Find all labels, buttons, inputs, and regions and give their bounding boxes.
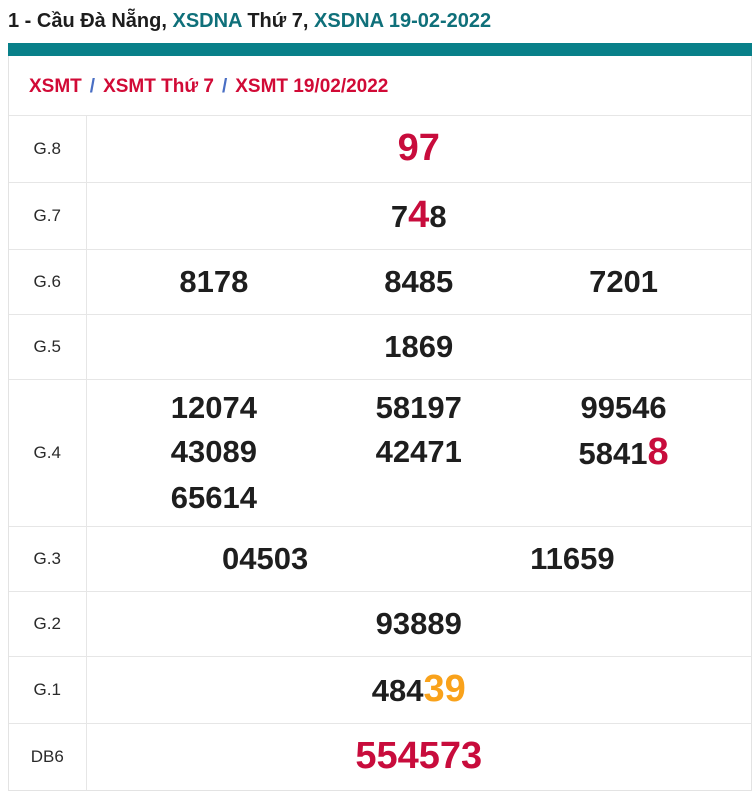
prize-label: G.1	[9, 656, 87, 724]
prize-number: 58197	[316, 386, 521, 430]
prize-label: DB6	[9, 723, 87, 790]
prize-values-grid: 12074 58197 99546 43089 42471 58418 65614	[112, 386, 727, 520]
prize-number: 8178	[112, 260, 317, 304]
prize-number-digits: 8178	[179, 264, 249, 299]
prize-number-highlight: 39	[423, 668, 466, 710]
prize-values: 48439	[86, 656, 751, 724]
prize-number: 1869	[112, 325, 727, 369]
prize-number: 12074	[112, 386, 317, 430]
prize-label: G.5	[9, 314, 87, 380]
prize-number-digits: 8485	[384, 264, 454, 299]
prize-number-digits: 43089	[170, 434, 258, 469]
prize-number-digits: 5841	[578, 436, 648, 471]
prize-values-grid: 93889	[112, 602, 727, 646]
breadcrumb-link-xsmt-thu7[interactable]: XSMT Thứ 7	[103, 76, 214, 97]
prize-number-highlight: 8	[647, 431, 669, 473]
table-row: G.1 48439	[9, 656, 751, 724]
prize-values: 12074 58197 99546 43089 42471 58418 65614	[86, 379, 751, 527]
breadcrumb-link-xsmt[interactable]: XSMT	[29, 76, 82, 97]
prize-label: G.4	[9, 379, 87, 527]
prize-number-digits: 04503	[222, 541, 309, 576]
prize-values: 93889	[86, 591, 751, 657]
prize-values: 97	[86, 115, 751, 183]
table-row: G.8 97	[9, 115, 751, 183]
prize-number-digits: 93889	[375, 606, 462, 641]
prize-values: 554573	[86, 723, 751, 790]
prize-values-grid: 554573	[112, 734, 727, 780]
results-table: G.8 97 G.7 748 G.6 8178 8485 7201 G.5 1869 G.4 1207…	[9, 115, 751, 790]
table-row: G.5 1869	[9, 314, 751, 380]
prize-label: G.3	[9, 526, 87, 592]
results-panel: XSMT / XSMT Thứ 7 / XSMT 19/02/2022 G.8 97 G.7…	[8, 43, 752, 791]
prize-values: 1869	[86, 314, 751, 380]
prize-number: 93889	[112, 602, 727, 646]
prize-number: 554573	[112, 734, 727, 780]
prize-number: 7201	[521, 260, 726, 304]
prize-values-grid: 748	[112, 193, 727, 239]
prize-number-highlight: 97	[397, 127, 440, 169]
table-row: G.6 8178 8485 7201	[9, 249, 751, 315]
table-row: DB6 554573	[9, 723, 751, 790]
results-tbody: G.8 97 G.7 748 G.6 8178 8485 7201 G.5 1869 G.4 1207…	[9, 115, 751, 790]
prize-values: 04503 11659	[86, 526, 751, 592]
prize-number: 99546	[521, 386, 726, 430]
prize-values: 748	[86, 182, 751, 250]
table-row: G.7 748	[9, 182, 751, 250]
prize-number-digits: 11659	[530, 541, 615, 576]
prize-number: 97	[112, 126, 727, 172]
prize-label: G.2	[9, 591, 87, 657]
title-date-link[interactable]: XSDNA 19-02-2022	[314, 10, 492, 32]
prize-number-highlight: 554573	[355, 735, 483, 777]
prize-number-digits: 1869	[384, 329, 454, 364]
prize-values-grid: 8178 8485 7201	[112, 260, 727, 304]
prize-number-digits: 65614	[170, 480, 258, 515]
prize-values-grid: 97	[112, 126, 727, 172]
prize-number-digits: 12074	[170, 390, 258, 425]
breadcrumb-link-xsmt-date[interactable]: XSMT 19/02/2022	[235, 76, 389, 97]
prize-values-grid: 04503 11659	[112, 537, 727, 581]
table-row: G.3 04503 11659	[9, 526, 751, 592]
prize-label: G.6	[9, 249, 87, 315]
prize-number: 65614	[112, 476, 317, 520]
panel-accent-bar	[8, 43, 752, 56]
prize-number: 8485	[316, 260, 521, 304]
page-title: 1 - Cầu Đà Nẵng, XSDNA Thứ 7, XSDNA 19-0…	[8, 9, 755, 34]
prize-number: 748	[112, 193, 727, 239]
prize-number: 58418	[521, 430, 726, 476]
prize-number-digits: 99546	[580, 390, 667, 425]
prize-label: G.7	[9, 182, 87, 250]
prize-number: 43089	[112, 430, 317, 476]
title-weekday-text: Thứ 7,	[241, 10, 315, 32]
title-xsdna-link[interactable]: XSDNA	[172, 10, 242, 32]
breadcrumb-separator: /	[89, 76, 96, 97]
prize-number: 42471	[316, 430, 521, 476]
prize-values: 8178 8485 7201	[86, 249, 751, 315]
prize-values-grid: 1869	[112, 325, 727, 369]
prize-label: G.8	[9, 115, 87, 183]
prize-number-digits: 58197	[375, 390, 462, 425]
table-row: G.4 12074 58197 99546 43089 42471 58418 65614	[9, 379, 751, 527]
prize-number: 48439	[112, 667, 727, 713]
prize-number-digits: 7	[390, 199, 409, 234]
prize-values-grid: 48439	[112, 667, 727, 713]
prize-number: 04503	[112, 537, 419, 581]
table-row: G.2 93889	[9, 591, 751, 657]
breadcrumb-separator: /	[221, 76, 228, 97]
prize-number-digits: 7201	[589, 264, 659, 299]
prize-number-digits: 8	[429, 199, 447, 234]
prize-number: 11659	[419, 537, 726, 581]
prize-number-digits: 42471	[375, 434, 462, 469]
title-region-text: 1 - Cầu Đà Nẵng,	[8, 10, 173, 32]
breadcrumb: XSMT / XSMT Thứ 7 / XSMT 19/02/2022	[9, 56, 751, 115]
prize-number-digits: 484	[371, 673, 424, 708]
prize-number-highlight: 4	[408, 194, 430, 236]
